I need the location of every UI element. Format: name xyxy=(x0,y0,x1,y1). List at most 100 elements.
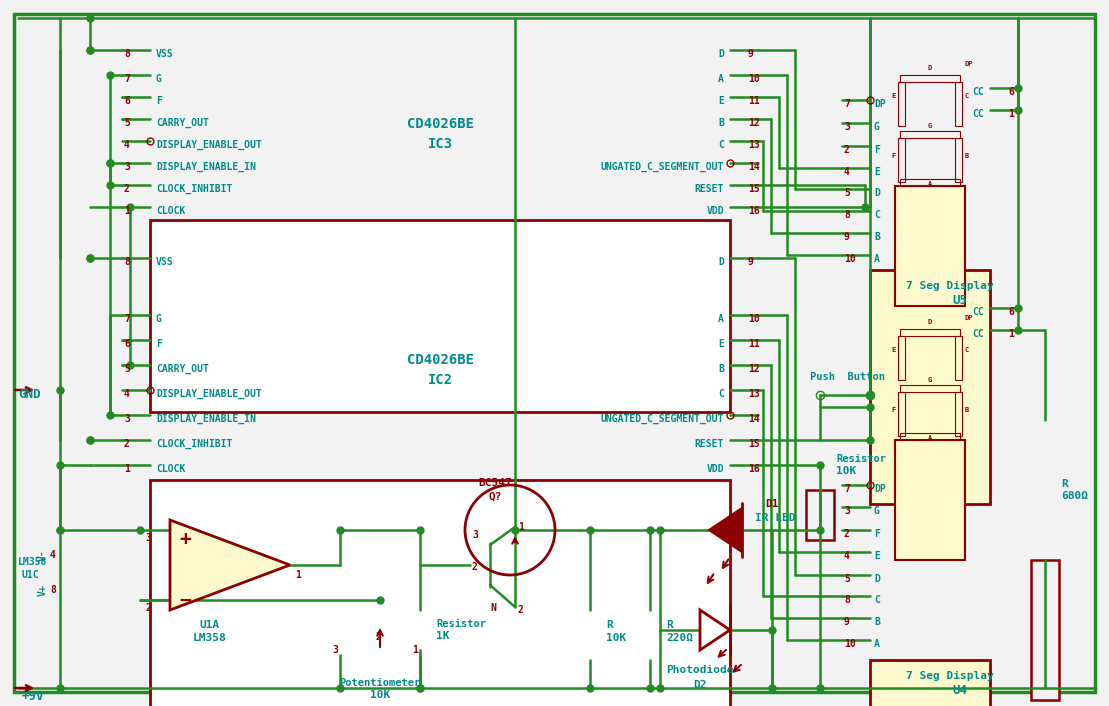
Polygon shape xyxy=(170,520,289,610)
Text: D: D xyxy=(719,49,724,59)
Text: E: E xyxy=(719,96,724,106)
Text: 1: 1 xyxy=(295,570,301,580)
Text: +: + xyxy=(180,530,191,549)
Text: VDD: VDD xyxy=(706,206,724,216)
FancyBboxPatch shape xyxy=(869,270,990,504)
Text: D: D xyxy=(928,65,933,71)
Text: U1A: U1A xyxy=(200,620,220,630)
Text: BC547: BC547 xyxy=(478,478,512,488)
FancyBboxPatch shape xyxy=(576,660,604,706)
Text: B: B xyxy=(874,232,879,242)
Text: VDD: VDD xyxy=(706,464,724,474)
FancyBboxPatch shape xyxy=(150,220,730,412)
Text: C: C xyxy=(965,347,969,353)
Text: D: D xyxy=(874,188,879,198)
Text: G: G xyxy=(928,377,933,383)
Text: CLOCK: CLOCK xyxy=(156,206,185,216)
Text: A: A xyxy=(928,181,933,187)
Polygon shape xyxy=(709,508,742,552)
Text: IC3: IC3 xyxy=(427,137,452,151)
Text: G: G xyxy=(874,506,879,516)
Text: 7: 7 xyxy=(844,484,849,494)
Text: E: E xyxy=(891,93,895,99)
Text: 3: 3 xyxy=(844,122,849,132)
Text: 4: 4 xyxy=(844,551,849,561)
Text: 11: 11 xyxy=(747,96,760,106)
Text: Resistor: Resistor xyxy=(436,619,486,629)
Text: DISPLAY_ENABLE_OUT: DISPLAY_ENABLE_OUT xyxy=(156,140,262,150)
Text: 5: 5 xyxy=(124,118,130,128)
Text: A: A xyxy=(719,314,724,324)
Text: 4: 4 xyxy=(844,167,849,177)
Text: Push  Button: Push Button xyxy=(810,372,885,382)
Text: G: G xyxy=(156,314,162,324)
Text: D: D xyxy=(719,257,724,267)
Text: 2: 2 xyxy=(472,562,478,572)
Text: 3: 3 xyxy=(124,414,130,424)
Text: 4: 4 xyxy=(124,389,130,399)
Text: V-: V- xyxy=(38,549,48,561)
Text: U1C: U1C xyxy=(22,570,40,580)
Text: CC: CC xyxy=(973,329,984,339)
Text: 10: 10 xyxy=(844,639,856,649)
Text: DISPLAY_ENABLE_IN: DISPLAY_ENABLE_IN xyxy=(156,414,256,424)
Text: B: B xyxy=(965,153,969,159)
Text: 7: 7 xyxy=(124,74,130,84)
Text: 4: 4 xyxy=(50,550,55,560)
Text: 14: 14 xyxy=(747,414,760,424)
FancyBboxPatch shape xyxy=(895,186,965,306)
Text: 1: 1 xyxy=(124,464,130,474)
Text: 16: 16 xyxy=(747,464,760,474)
Text: −: − xyxy=(180,590,191,609)
Text: A: A xyxy=(874,639,879,649)
Text: 3: 3 xyxy=(844,506,849,516)
Text: CARRY_OUT: CARRY_OUT xyxy=(156,118,208,128)
Text: 680Ω: 680Ω xyxy=(1061,491,1088,501)
FancyBboxPatch shape xyxy=(1031,560,1059,700)
Text: DISPLAY_ENABLE_OUT: DISPLAY_ENABLE_OUT xyxy=(156,389,262,399)
Text: Q?: Q? xyxy=(488,492,501,502)
Text: 3: 3 xyxy=(145,533,151,543)
Text: 3: 3 xyxy=(332,645,338,655)
Text: 1: 1 xyxy=(1008,109,1014,119)
Text: 1K: 1K xyxy=(436,631,449,641)
Text: 7 Seg Display: 7 Seg Display xyxy=(906,671,994,681)
Text: B: B xyxy=(874,617,879,627)
Text: 9: 9 xyxy=(844,232,849,242)
Text: B: B xyxy=(719,364,724,374)
Text: E: E xyxy=(719,339,724,349)
Text: RESET: RESET xyxy=(694,439,724,449)
Text: 6: 6 xyxy=(1008,307,1014,317)
Text: R: R xyxy=(667,620,673,630)
Text: F: F xyxy=(156,96,162,106)
Text: 13: 13 xyxy=(747,389,760,399)
Text: VSS: VSS xyxy=(156,49,174,59)
Text: 2: 2 xyxy=(844,145,849,155)
Text: U4: U4 xyxy=(953,683,967,697)
Text: 2: 2 xyxy=(518,605,523,615)
Text: 16: 16 xyxy=(747,206,760,216)
Text: 6: 6 xyxy=(124,339,130,349)
Text: N: N xyxy=(490,603,496,613)
Text: 12: 12 xyxy=(747,364,760,374)
Text: C: C xyxy=(874,210,879,220)
Text: LM358: LM358 xyxy=(18,557,48,567)
Text: DP: DP xyxy=(874,484,886,494)
Text: 3: 3 xyxy=(124,162,130,172)
Text: E: E xyxy=(891,347,895,353)
Text: IC2: IC2 xyxy=(427,373,452,387)
Text: 10: 10 xyxy=(747,314,760,324)
Text: 1: 1 xyxy=(1008,329,1014,339)
Text: 9: 9 xyxy=(747,49,754,59)
Text: CD4026BE: CD4026BE xyxy=(407,353,474,367)
Text: 4: 4 xyxy=(124,140,130,150)
Text: A: A xyxy=(874,254,879,264)
Text: UNGATED_C_SEGMENT_OUT: UNGATED_C_SEGMENT_OUT xyxy=(601,414,724,424)
Text: A: A xyxy=(928,435,933,441)
Text: CC: CC xyxy=(973,87,984,97)
Text: C: C xyxy=(719,140,724,150)
Text: 5: 5 xyxy=(844,574,849,584)
Text: R: R xyxy=(606,620,613,630)
Text: CLOCK: CLOCK xyxy=(156,464,185,474)
Text: CARRY_OUT: CARRY_OUT xyxy=(156,364,208,374)
